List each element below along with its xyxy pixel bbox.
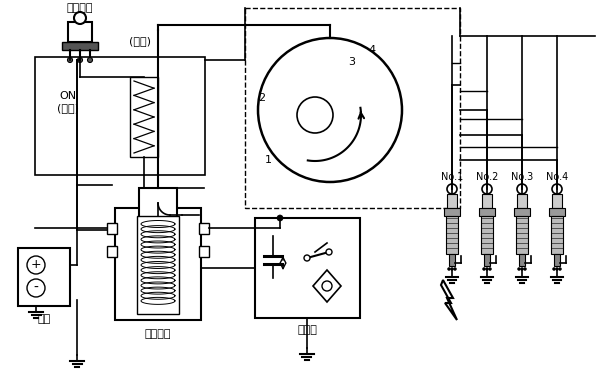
Circle shape xyxy=(77,58,83,62)
Bar xyxy=(446,216,458,254)
Text: 3: 3 xyxy=(349,57,355,67)
Text: No.4: No.4 xyxy=(546,172,568,182)
Text: ON
(接通): ON (接通) xyxy=(57,91,79,113)
Circle shape xyxy=(326,249,332,255)
Circle shape xyxy=(447,184,457,194)
Bar xyxy=(139,188,177,218)
Text: 1: 1 xyxy=(265,155,271,165)
Text: (启动): (启动) xyxy=(129,36,151,46)
Circle shape xyxy=(27,256,45,274)
Circle shape xyxy=(277,215,283,221)
Text: 4: 4 xyxy=(368,45,376,55)
Text: -: - xyxy=(34,281,38,295)
Bar xyxy=(62,42,98,50)
Bar xyxy=(514,208,530,216)
Circle shape xyxy=(517,184,527,194)
Bar xyxy=(449,254,455,266)
Circle shape xyxy=(524,267,527,271)
Bar xyxy=(549,208,565,216)
Bar xyxy=(552,194,562,208)
Bar xyxy=(199,223,209,234)
Circle shape xyxy=(322,281,332,291)
Bar xyxy=(245,8,460,208)
Bar xyxy=(484,254,490,266)
Bar xyxy=(444,208,460,216)
Text: No.1: No.1 xyxy=(441,172,463,182)
Bar xyxy=(517,194,527,208)
Bar xyxy=(479,208,495,216)
Bar xyxy=(481,216,493,254)
Circle shape xyxy=(521,267,524,271)
Bar xyxy=(519,254,525,266)
Circle shape xyxy=(297,97,333,133)
Bar xyxy=(35,57,205,175)
Text: 电瓶: 电瓶 xyxy=(37,314,51,324)
Text: No.2: No.2 xyxy=(476,172,498,182)
Bar xyxy=(199,246,209,257)
Bar xyxy=(107,246,117,257)
Bar xyxy=(551,216,563,254)
Circle shape xyxy=(304,255,310,261)
Circle shape xyxy=(27,279,45,297)
Circle shape xyxy=(450,267,453,271)
Circle shape xyxy=(74,12,86,24)
Circle shape xyxy=(482,184,492,194)
Circle shape xyxy=(486,267,489,271)
Text: No.3: No.3 xyxy=(511,172,533,182)
Bar xyxy=(554,254,560,266)
Text: 2: 2 xyxy=(258,93,265,103)
Bar xyxy=(18,248,70,306)
Bar xyxy=(516,216,528,254)
Circle shape xyxy=(68,58,72,62)
Bar xyxy=(482,194,492,208)
Bar xyxy=(68,22,92,42)
Bar xyxy=(137,216,179,314)
Bar xyxy=(255,218,360,318)
Circle shape xyxy=(518,267,521,271)
Circle shape xyxy=(453,267,456,271)
Text: 分电器: 分电器 xyxy=(297,325,317,335)
Circle shape xyxy=(552,184,562,194)
Circle shape xyxy=(555,267,558,271)
Text: 点火开关: 点火开关 xyxy=(66,3,93,13)
Text: +: + xyxy=(31,258,41,272)
Bar xyxy=(115,208,201,320)
Text: 点火线圈: 点火线圈 xyxy=(145,329,171,339)
Circle shape xyxy=(87,58,92,62)
Bar xyxy=(447,194,457,208)
Circle shape xyxy=(447,267,450,271)
Circle shape xyxy=(258,38,402,182)
Bar xyxy=(107,223,117,234)
Circle shape xyxy=(489,267,492,271)
Circle shape xyxy=(552,267,555,271)
Circle shape xyxy=(483,267,486,271)
Circle shape xyxy=(558,267,561,271)
Bar xyxy=(130,77,158,157)
